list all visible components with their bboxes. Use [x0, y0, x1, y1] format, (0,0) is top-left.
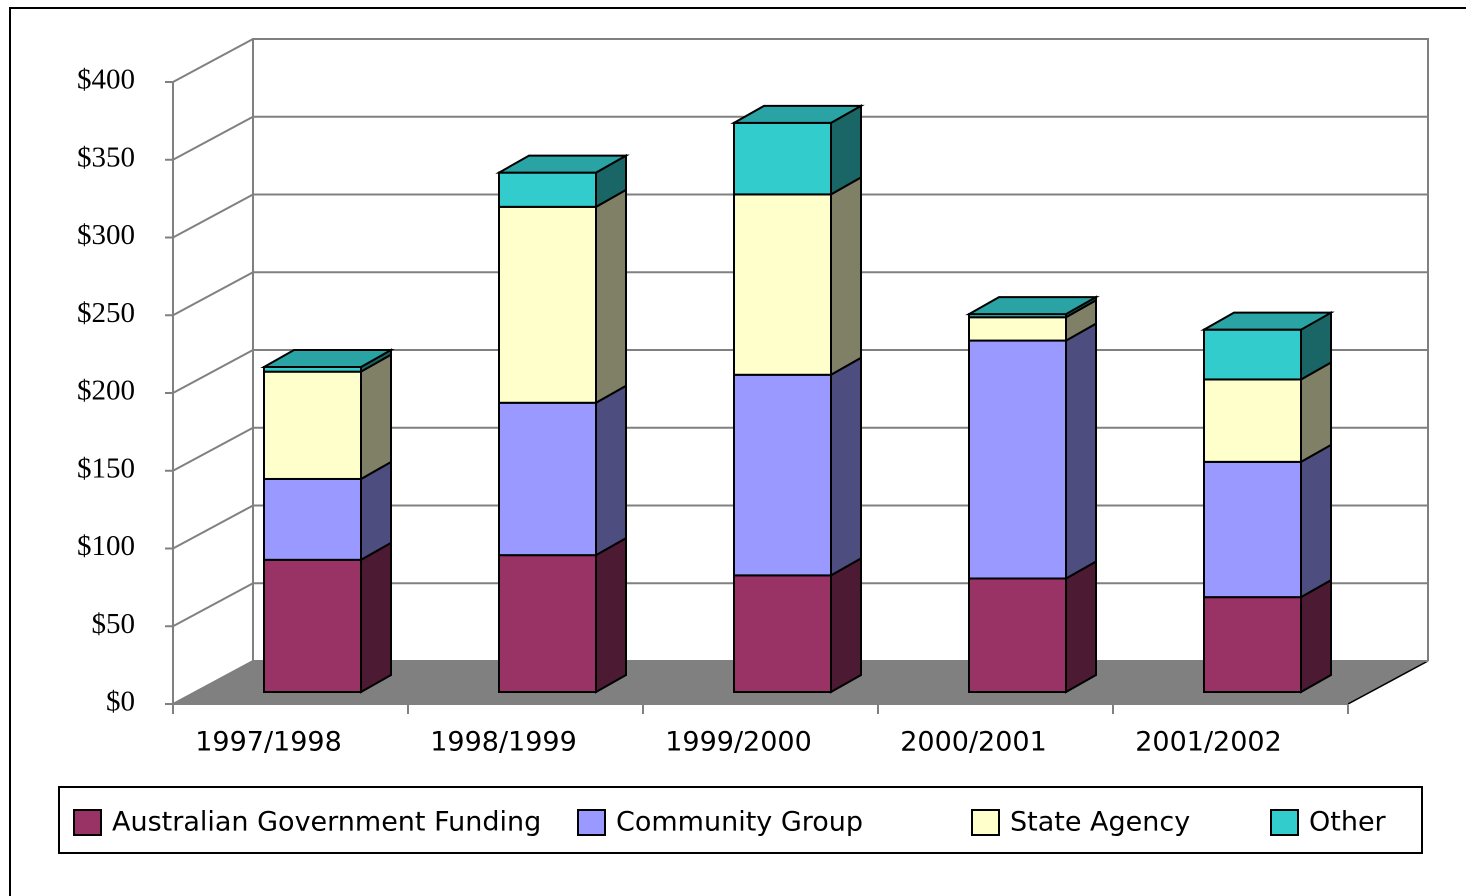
y-tick-label: $150 — [77, 452, 135, 484]
legend-label: Community Group — [616, 807, 863, 838]
y-tick-label: $250 — [77, 297, 135, 329]
y-tick-label: $350 — [77, 141, 135, 173]
bar — [498, 171, 597, 208]
bar-side — [360, 541, 392, 694]
bar — [1203, 460, 1302, 599]
bar — [1203, 328, 1302, 381]
bar-side — [1300, 443, 1332, 599]
bar — [733, 574, 832, 693]
legend-swatch — [73, 809, 102, 836]
x-tick-label: 1997/1998 — [195, 727, 342, 758]
bar-side — [595, 536, 627, 694]
legend-label: Other — [1309, 807, 1387, 838]
bar-top — [1200, 311, 1335, 331]
bar — [498, 401, 597, 557]
legend-label: State Agency — [1010, 807, 1190, 838]
bar-side — [1065, 321, 1097, 581]
bar — [1203, 596, 1302, 694]
y-tick-label: $200 — [77, 375, 135, 407]
bar-side — [830, 356, 862, 578]
legend-swatch — [577, 809, 606, 836]
bar — [1203, 378, 1302, 463]
bar — [968, 339, 1067, 580]
bar-top — [260, 349, 395, 369]
bar — [263, 558, 362, 694]
grid-line — [172, 38, 1428, 83]
bar — [733, 193, 832, 376]
grid-line — [172, 271, 1428, 317]
legend-label: Australian Government Funding — [112, 807, 541, 838]
bar-side — [1065, 559, 1097, 694]
legend-box — [58, 786, 1423, 854]
bar — [498, 205, 597, 404]
bar — [263, 477, 362, 561]
bar-side — [360, 352, 392, 481]
y-tick-label: $50 — [92, 608, 136, 640]
x-tick-label: 1998/1999 — [430, 727, 577, 758]
bar — [733, 373, 832, 577]
bar-side — [830, 175, 862, 377]
legend-swatch — [1270, 809, 1299, 836]
bar-top — [495, 154, 630, 174]
bar — [968, 316, 1067, 342]
y-tick-label: $100 — [77, 530, 135, 562]
bar — [263, 370, 362, 480]
bar-side — [595, 384, 627, 557]
y-tick-label: $400 — [77, 64, 135, 96]
grid-line — [172, 115, 1428, 161]
bar — [733, 121, 832, 196]
y-tick-label: $300 — [77, 219, 135, 251]
bar-top — [730, 104, 865, 124]
bar — [968, 577, 1067, 693]
bar — [498, 554, 597, 693]
x-tick-label: 2000/2001 — [900, 727, 1047, 758]
y-tick-label: $0 — [106, 686, 135, 718]
bar-side — [830, 556, 862, 694]
bar-side — [1300, 578, 1332, 694]
bar-side — [595, 188, 627, 405]
legend-swatch — [971, 809, 1000, 836]
x-tick-label: 1999/2000 — [665, 727, 812, 758]
x-tick-label: 2001/2002 — [1135, 727, 1282, 758]
grid-line — [172, 193, 1428, 239]
bar-top — [965, 296, 1100, 316]
